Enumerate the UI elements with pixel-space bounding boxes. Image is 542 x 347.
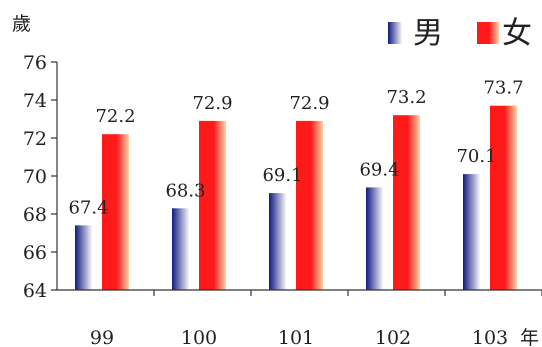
data-label-female-103: 73.7: [483, 78, 523, 99]
y-tick-label: 64: [23, 280, 47, 302]
x-unit-label: 年: [520, 327, 539, 347]
bars: [75, 105, 517, 291]
data-label-female-102: 73.2: [386, 87, 426, 108]
bar-male-100: [172, 208, 199, 290]
data-labels: 67.4 72.2 68.3 72.9 69.1 72.9 69.4 73.2 70.1 73.7: [68, 78, 523, 219]
x-tick-label: 101: [278, 327, 314, 347]
legend-swatch-female: [477, 22, 499, 44]
bar-male-99: [75, 225, 102, 290]
bar-male-101: [269, 193, 296, 290]
bar-female-102: [393, 115, 420, 290]
data-label-male-101: 69.1: [262, 165, 302, 186]
data-label-male-103: 70.1: [456, 146, 496, 167]
legend-label-female: 女: [502, 16, 532, 51]
legend-label-male: 男: [413, 16, 443, 51]
data-label-male-99: 67.4: [68, 197, 108, 218]
y-tick-label: 72: [23, 128, 47, 150]
bar-female-100: [199, 120, 226, 291]
data-label-female-100: 72.9: [192, 93, 232, 114]
y-tick-label: 74: [23, 90, 47, 112]
y-tick-label: 68: [23, 204, 47, 226]
y-tick-label: 76: [23, 52, 47, 74]
data-label-male-102: 69.4: [359, 159, 399, 180]
x-axis-ticks: 99 100 101 102 103: [90, 290, 542, 347]
data-label-female-99: 72.2: [95, 106, 135, 127]
x-tick-label: 100: [181, 327, 217, 347]
x-tick-label: 103: [472, 327, 508, 347]
x-tick-label: 102: [375, 327, 411, 347]
legend-swatch-male: [388, 22, 410, 44]
data-label-female-101: 72.9: [289, 93, 329, 114]
y-tick-label: 70: [23, 166, 47, 188]
bar-female-101: [296, 120, 323, 291]
bar-male-103: [463, 174, 490, 290]
x-tick-label: 99: [90, 327, 114, 347]
y-tick-label: 66: [23, 242, 47, 264]
y-axis-ticks: 64 66 68 70 72 74 76: [23, 52, 57, 302]
bar-female-99: [102, 134, 129, 290]
bar-female-103: [490, 105, 517, 290]
legend: 男 女: [388, 16, 532, 51]
y-unit-label: 歲: [12, 13, 31, 35]
data-label-male-100: 68.3: [165, 180, 205, 201]
bar-male-102: [366, 187, 393, 290]
